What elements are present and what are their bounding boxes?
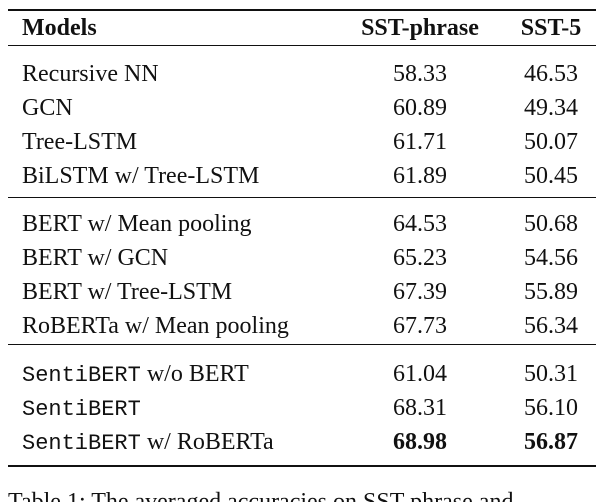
header-rule bbox=[8, 45, 596, 46]
model-cell: Tree-LSTM bbox=[22, 128, 137, 156]
model-cell: BiLSTM w/ Tree-LSTM bbox=[22, 162, 259, 190]
model-name: Recursive NN bbox=[22, 61, 159, 87]
group-rule bbox=[8, 197, 596, 198]
model-cell: BERT w/ Mean pooling bbox=[22, 210, 251, 238]
model-cell: Recursive NN bbox=[22, 60, 159, 88]
model-cell: BERT w/ Tree-LSTM bbox=[22, 278, 232, 306]
model-name: GCN bbox=[22, 95, 73, 121]
top-rule bbox=[8, 9, 596, 11]
model-cell: BERT w/ GCN bbox=[22, 244, 168, 272]
score-cell: 67.73 bbox=[393, 313, 447, 339]
score-cell: 65.23 bbox=[393, 245, 447, 271]
score-cell: 61.89 bbox=[393, 163, 447, 189]
model-name: w/ RoBERTa bbox=[146, 429, 274, 455]
header-cell: Models bbox=[22, 15, 97, 41]
model-cell: SentiBERT w/o BERT bbox=[22, 360, 249, 390]
model-name: BERT w/ GCN bbox=[22, 245, 169, 271]
score-cell: 68.98 bbox=[393, 429, 447, 455]
score-cell: 61.71 bbox=[393, 129, 447, 155]
score-cell: 50.07 bbox=[524, 129, 578, 155]
header-cell: SST-5 bbox=[520, 15, 582, 41]
score-cell: 56.10 bbox=[524, 395, 578, 421]
model-name: BERT w/ Tree-LSTM bbox=[22, 279, 233, 305]
model-name: RoBERTa w/ Mean pooling bbox=[22, 313, 289, 339]
score-cell: 55.89 bbox=[524, 279, 578, 305]
model-code: SentiBERT bbox=[22, 397, 141, 422]
model-code: SentiBERT bbox=[22, 431, 141, 456]
score-cell: 50.31 bbox=[524, 361, 578, 387]
bottom-rule bbox=[8, 465, 596, 467]
score-cell: 56.34 bbox=[524, 313, 578, 339]
score-cell: 56.87 bbox=[524, 429, 578, 455]
caption: Table 1: The averaged accuracies on SST-… bbox=[8, 489, 514, 502]
score-cell: 67.39 bbox=[393, 279, 447, 305]
model-name: Tree-LSTM bbox=[22, 129, 138, 155]
model-name: w/o BERT bbox=[146, 361, 249, 387]
score-cell: 50.45 bbox=[524, 163, 578, 189]
score-cell: 58.33 bbox=[393, 61, 447, 87]
model-cell: RoBERTa w/ Mean pooling bbox=[22, 312, 289, 340]
model-cell: SentiBERT w/ RoBERTa bbox=[22, 428, 274, 458]
header-cell: SST-phrase bbox=[361, 15, 479, 41]
model-code: SentiBERT bbox=[22, 363, 141, 388]
score-cell: 64.53 bbox=[393, 211, 447, 237]
model-cell: SentiBERT bbox=[22, 394, 141, 424]
group-rule bbox=[8, 344, 596, 345]
score-cell: 50.68 bbox=[524, 211, 578, 237]
model-name: BERT w/ Mean pooling bbox=[22, 211, 252, 237]
model-name: BiLSTM w/ Tree-LSTM bbox=[22, 163, 260, 189]
score-cell: 61.04 bbox=[393, 361, 447, 387]
score-cell: 49.34 bbox=[524, 95, 578, 121]
score-cell: 60.89 bbox=[393, 95, 447, 121]
model-cell: GCN bbox=[22, 94, 73, 122]
score-cell: 46.53 bbox=[524, 61, 578, 87]
score-cell: 54.56 bbox=[524, 245, 578, 271]
score-cell: 68.31 bbox=[393, 395, 447, 421]
